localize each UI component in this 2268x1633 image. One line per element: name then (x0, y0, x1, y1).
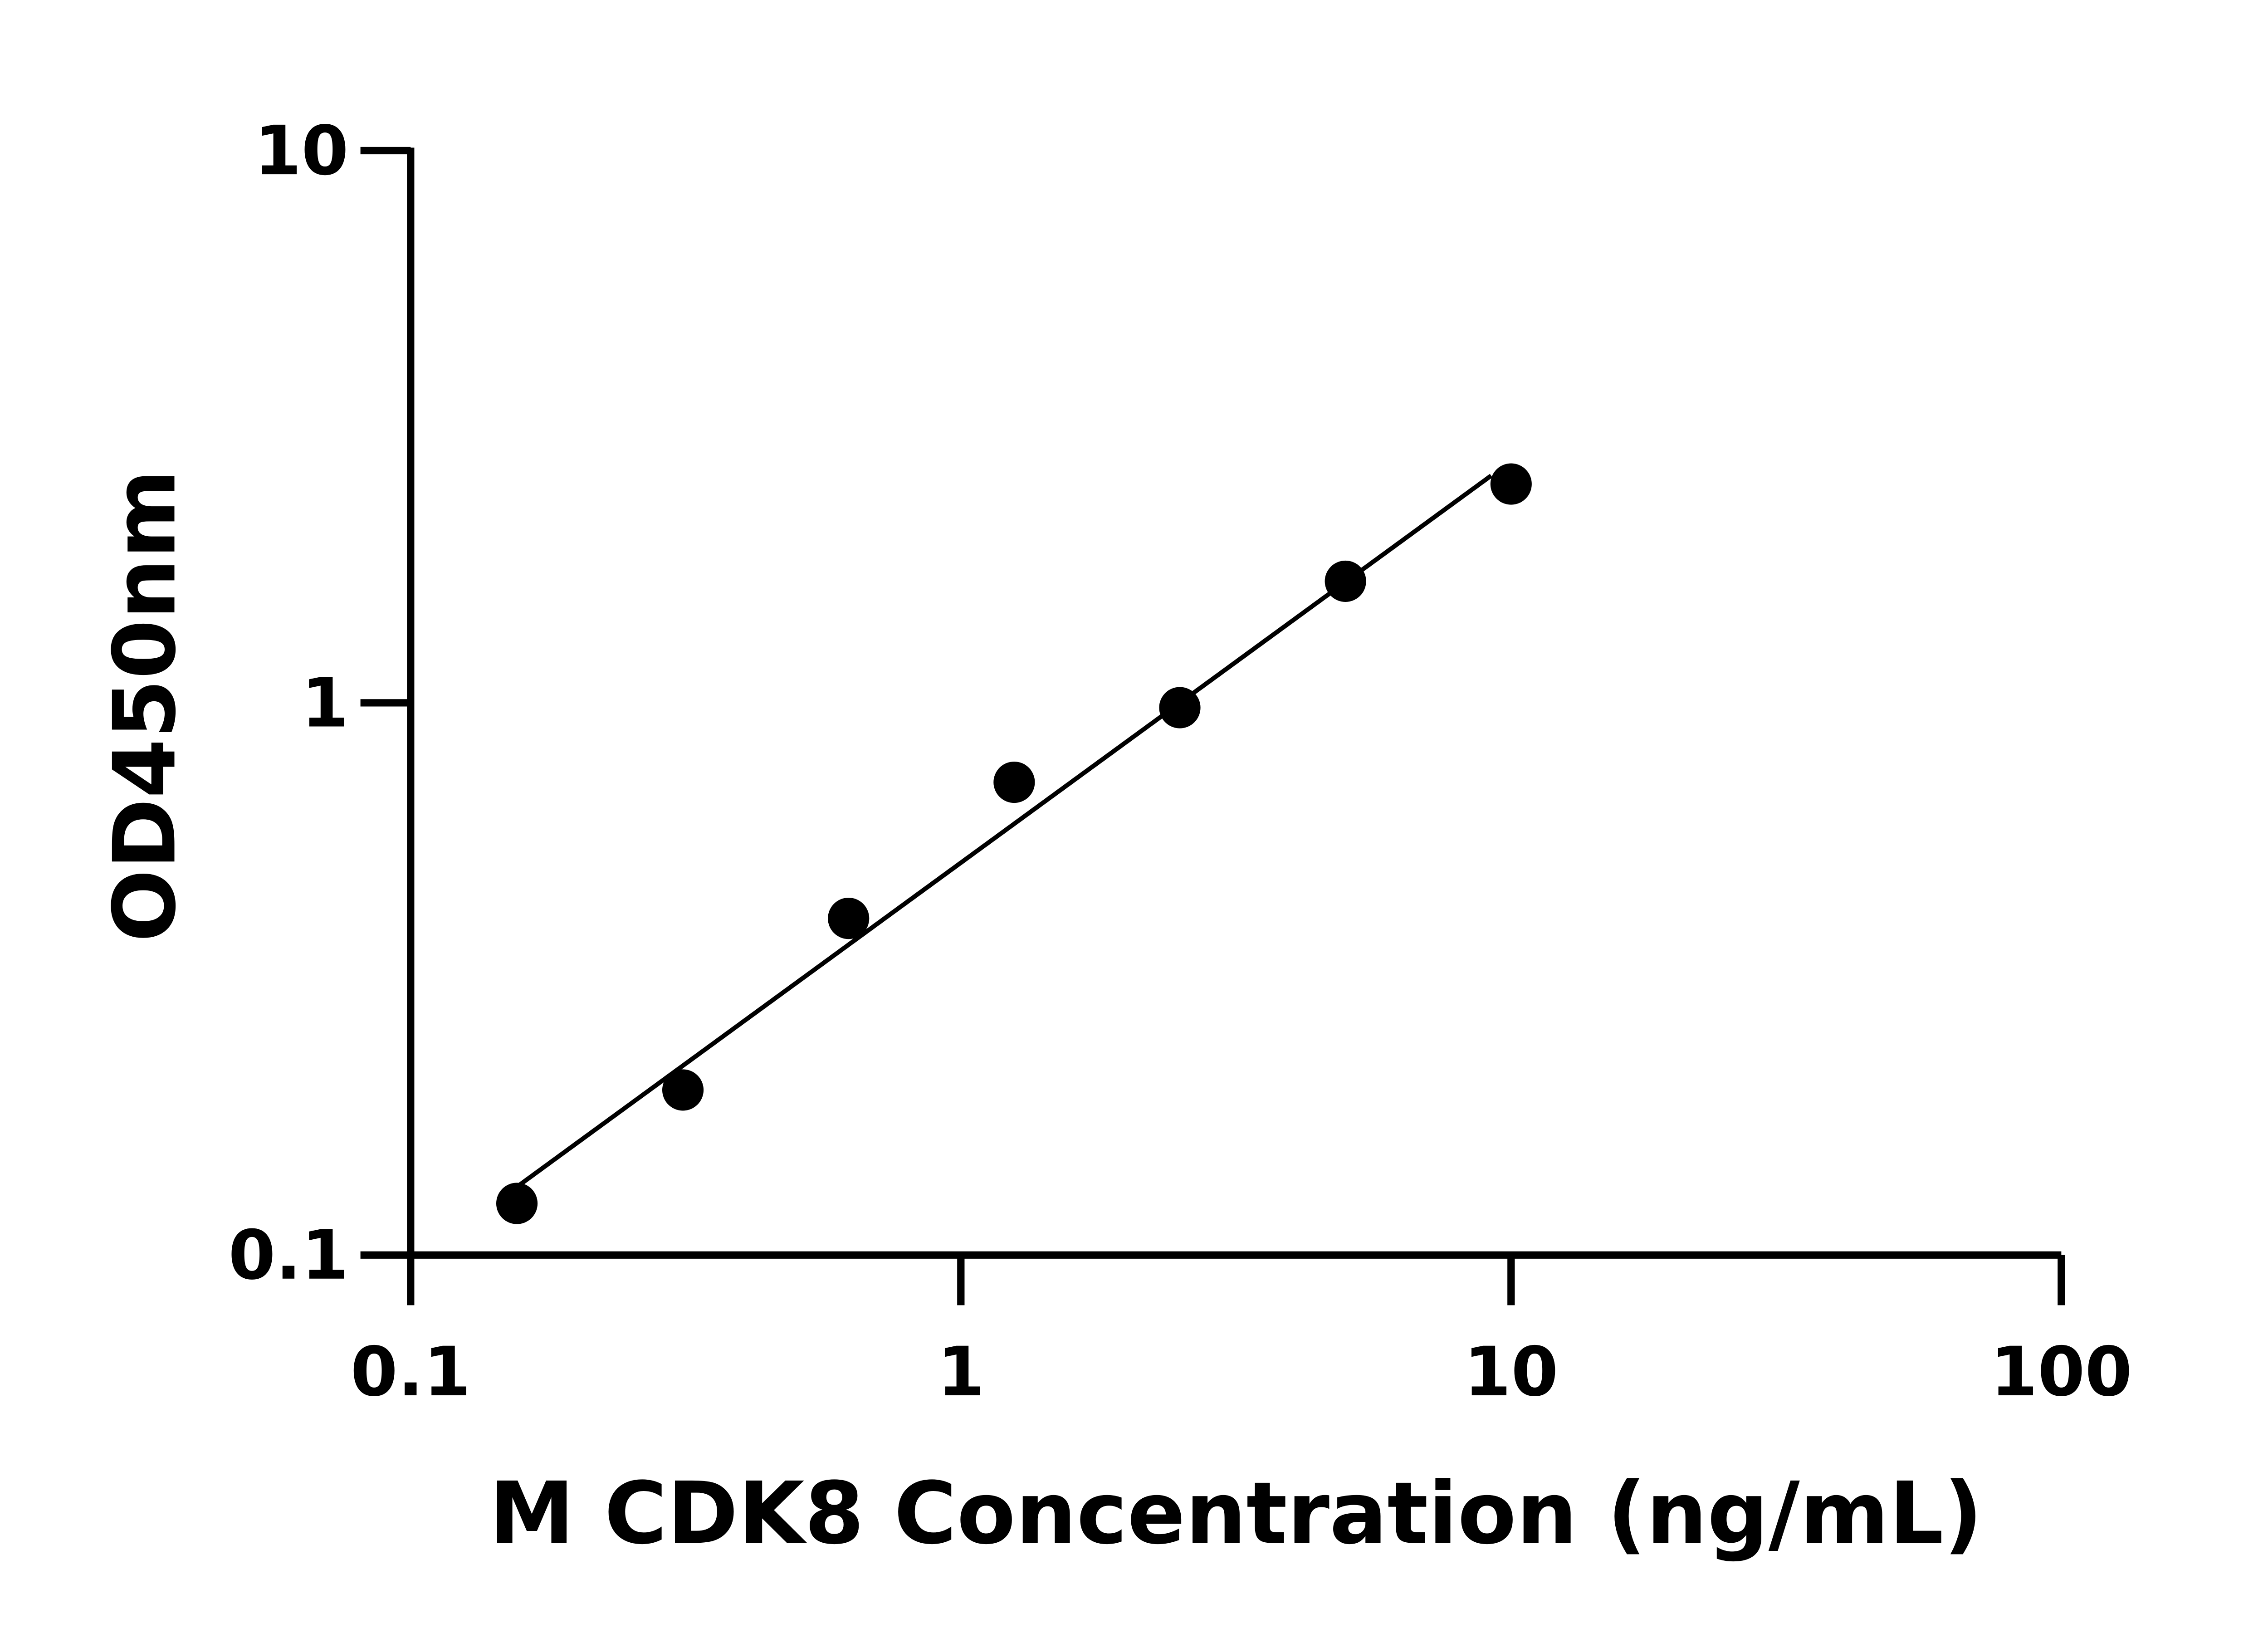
axes: 0.1 1 10 100 0.1 1 10 (228, 112, 2132, 1412)
data-point (1159, 687, 1201, 728)
data-points (496, 463, 1532, 1224)
x-axis-label: M CDK8 Concentration (ng/mL) (489, 1463, 1983, 1563)
y-tick-label: 0.1 (228, 1216, 348, 1295)
x-tick-label: 100 (1990, 1333, 2132, 1412)
data-point (1490, 463, 1532, 505)
y-tick-label: 10 (254, 112, 348, 191)
fit-line (515, 474, 1493, 1189)
x-tick-label: 0.1 (351, 1333, 471, 1412)
y-tick-label: 1 (301, 664, 348, 743)
data-point (828, 898, 870, 939)
fit-line-group (515, 474, 1493, 1189)
data-point (1325, 560, 1366, 602)
y-axis-label: OD450nm (95, 469, 195, 942)
x-tick-label: 1 (937, 1333, 984, 1412)
data-point (496, 1183, 538, 1224)
x-tick-label: 10 (1464, 1333, 1558, 1412)
data-point (662, 1069, 704, 1111)
data-point (993, 761, 1035, 803)
